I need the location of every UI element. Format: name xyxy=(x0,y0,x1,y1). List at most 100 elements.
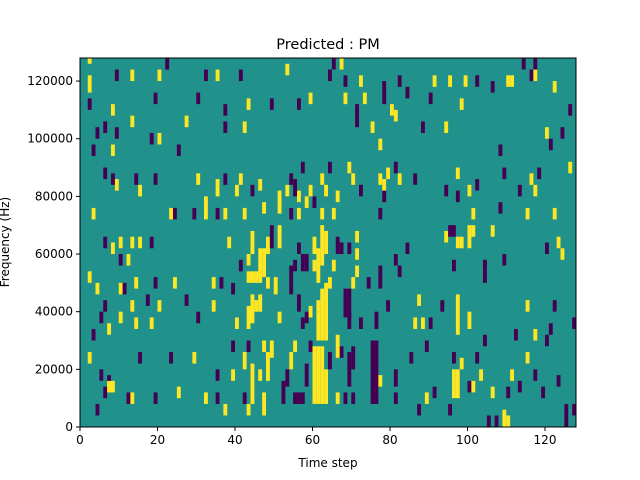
heatmap-cell xyxy=(343,75,348,87)
heatmap-cell xyxy=(393,254,398,266)
heatmap-cell xyxy=(149,132,154,145)
heatmap-cell xyxy=(103,236,108,249)
heatmap-cell xyxy=(471,207,476,220)
heatmap-cell xyxy=(130,115,135,128)
heatmap-cell xyxy=(552,207,557,220)
heatmap-cell xyxy=(498,202,503,214)
heatmap-cell xyxy=(316,346,321,404)
heatmap-cell xyxy=(242,392,247,404)
heatmap-cell xyxy=(250,363,255,381)
heatmap-cell xyxy=(184,294,189,306)
heatmap-cell xyxy=(545,242,549,255)
heatmap-cell xyxy=(246,271,251,283)
heatmap-cell xyxy=(246,403,251,416)
heatmap-cell xyxy=(339,346,344,358)
heatmap-cell xyxy=(328,352,332,370)
heatmap-cell xyxy=(510,75,515,87)
heatmap-cell xyxy=(328,69,332,82)
heatmap-cell xyxy=(351,346,356,370)
heatmap-cell xyxy=(235,184,239,197)
y-tick-label: 60000 xyxy=(35,247,73,261)
heatmap-cell xyxy=(293,392,298,404)
heatmap-cell xyxy=(246,98,251,110)
heatmap-cell xyxy=(308,184,313,197)
heatmap-cell xyxy=(266,236,270,255)
heatmap-cell xyxy=(393,161,398,174)
heatmap-cell xyxy=(111,144,115,157)
heatmap-cell xyxy=(91,144,96,157)
heatmap-cell xyxy=(231,369,236,381)
heatmap-cell xyxy=(417,403,422,416)
heatmap-cell xyxy=(355,115,360,128)
heatmap-cell xyxy=(215,207,220,220)
heatmap-cell xyxy=(533,328,538,341)
heatmap-cell xyxy=(238,69,243,82)
heatmap-cell xyxy=(169,352,174,364)
heatmap-cell xyxy=(548,138,553,151)
heatmap-cell xyxy=(568,161,573,174)
heatmap-cell xyxy=(502,167,507,180)
heatmap-cell xyxy=(560,248,565,260)
heatmap-cell xyxy=(502,409,507,427)
heatmap-cell xyxy=(262,340,267,353)
heatmap-cell xyxy=(149,236,154,249)
heatmap-cell xyxy=(409,352,414,364)
heatmap-cell xyxy=(378,265,383,289)
heatmap-cell xyxy=(393,392,398,404)
heatmap-cell xyxy=(378,375,383,387)
x-tick-label: 80 xyxy=(382,433,397,447)
heatmap-cell xyxy=(138,236,143,249)
heatmap-cell xyxy=(339,242,344,255)
heatmap-cell xyxy=(196,173,201,185)
heatmap-cell xyxy=(114,179,119,191)
heatmap-cell xyxy=(103,167,108,180)
heatmap-cell xyxy=(258,179,263,191)
heatmap-cell xyxy=(126,392,131,404)
heatmap-cell xyxy=(285,369,290,387)
heatmap-cell xyxy=(533,369,538,381)
heatmap-cell xyxy=(246,340,251,353)
heatmap-cell xyxy=(238,259,243,272)
heatmap-cell xyxy=(467,311,472,329)
heatmap-cell xyxy=(351,392,356,404)
heatmap-cell xyxy=(266,352,270,381)
heatmap-cell xyxy=(107,323,112,335)
heatmap-cell xyxy=(111,242,115,255)
heatmap-cell xyxy=(176,144,181,157)
heatmap-cell xyxy=(525,300,530,312)
heatmap-cell xyxy=(118,236,123,249)
heatmap-cell xyxy=(99,311,104,324)
heatmap-cell xyxy=(250,271,255,283)
heatmap-cell xyxy=(490,225,495,237)
heatmap-cell xyxy=(134,317,139,329)
heatmap-cell xyxy=(572,317,577,329)
heatmap-cell xyxy=(390,104,394,116)
heatmap-cell xyxy=(312,196,317,208)
heatmap-cell xyxy=(215,179,220,197)
heatmap-cell xyxy=(428,317,433,329)
heatmap-cell xyxy=(362,92,367,105)
chart-title: Predicted : PM xyxy=(276,37,379,53)
heatmap-cell xyxy=(130,392,135,404)
heatmap-cell xyxy=(204,69,208,82)
heatmap-cell xyxy=(262,248,267,278)
heatmap-cell xyxy=(545,334,549,347)
heatmap-cell xyxy=(324,230,329,255)
heatmap-cell xyxy=(87,75,92,93)
heatmap-cell xyxy=(525,352,530,364)
heatmap-cell xyxy=(347,288,352,318)
heatmap-cell xyxy=(107,380,112,393)
heatmap-cell xyxy=(370,340,375,404)
heatmap-cell xyxy=(215,69,220,82)
heatmap-cell xyxy=(304,363,309,387)
heatmap-cell xyxy=(347,311,352,329)
heatmap-cell xyxy=(246,305,251,329)
heatmap-cell xyxy=(215,369,220,381)
heatmap-cell xyxy=(250,230,255,255)
heatmap-cell xyxy=(483,271,487,283)
heatmap-cell xyxy=(285,184,290,197)
heatmap-cell xyxy=(293,340,298,353)
heatmap-cell xyxy=(424,340,429,353)
heatmap-cell xyxy=(196,311,201,324)
